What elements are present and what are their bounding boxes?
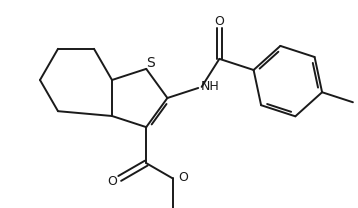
Text: NH: NH [201,80,219,93]
Text: S: S [146,56,155,70]
Text: O: O [107,175,117,188]
Text: O: O [178,171,188,184]
Text: O: O [214,15,224,28]
